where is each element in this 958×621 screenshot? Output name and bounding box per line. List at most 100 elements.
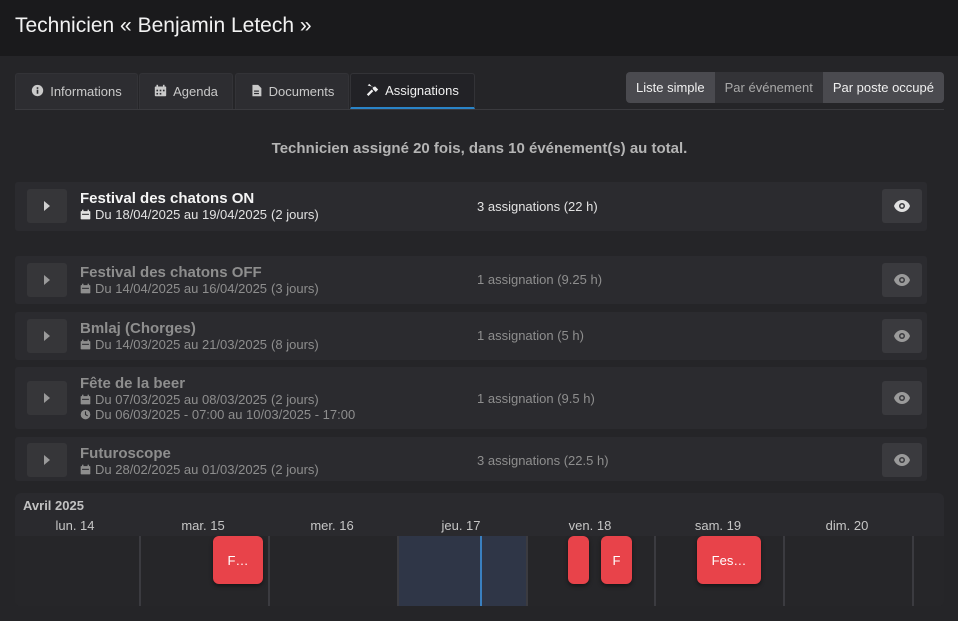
timeline-item[interactable]: F [601,536,632,584]
event-date-range: Du 14/03/2025 au 21/03/2025 [95,337,268,352]
timeline-day-label: ven. 18 [568,518,612,533]
timeline-item[interactable]: Fes… [697,536,761,584]
event-row: Bmlaj (Chorges) Du 14/03/2025 au 21/03/2… [15,312,927,360]
event-dates: Du 07/03/2025 au 08/03/2025 (2 jours) [80,392,319,407]
event-duration: (2 jours) [271,207,319,222]
caret-right-icon [44,331,50,341]
timeline-day-separator [268,536,270,606]
event-date-range: Du 14/04/2025 au 16/04/2025 [95,281,268,296]
view-simple-list-button[interactable]: Liste simple [626,72,715,103]
event-duration: (2 jours) [271,462,319,477]
view-event-button[interactable] [882,319,922,353]
eye-icon [894,454,910,466]
timeline-day-label: jeu. 17 [441,518,481,533]
expand-button[interactable] [27,319,67,353]
view-by-event-button[interactable]: Par événement [714,72,823,103]
clock-icon [80,409,91,420]
view-event-button[interactable] [882,263,922,297]
view-event-button[interactable] [882,381,922,415]
timeline-day-label: mer. 16 [310,518,354,533]
timeline[interactable]: Avril 2025 lun. 14 mar. 15 mer. 16 jeu. … [15,493,944,606]
expand-button[interactable] [27,189,67,223]
eye-icon [894,330,910,342]
tab-documents[interactable]: Documents [235,73,349,109]
page-title: Technicien « Benjamin Letech » [15,14,312,37]
timeline-day-separator [139,536,141,606]
event-row: Futuroscope Du 28/02/2025 au 01/03/2025 … [15,437,927,481]
event-date-range: Du 28/02/2025 au 01/03/2025 [95,462,268,477]
tab-label: Documents [268,84,335,99]
expand-button[interactable] [27,381,67,415]
eye-icon [894,200,910,212]
caret-right-icon [44,201,50,211]
tab-label: Agenda [173,84,218,99]
event-hours: Du 06/03/2025 - 07:00 au 10/03/2025 - 17… [80,407,355,422]
timeline-today-highlight [397,536,526,606]
event-row: Festival des chatons OFF Du 14/04/2025 a… [15,256,927,304]
timeline-day-separator [526,536,528,606]
event-dates: Du 14/04/2025 au 16/04/2025 (3 jours) [80,281,319,296]
calendar-icon [154,84,167,100]
event-title: Festival des chatons OFF [80,264,262,281]
event-title: Futuroscope [80,445,171,462]
event-date-range: Du 07/03/2025 au 08/03/2025 [95,392,268,407]
expand-button[interactable] [27,443,67,477]
event-title: Festival des chatons ON [80,190,255,207]
event-assignment-count: 3 assignations (22.5 h) [477,453,609,468]
eye-icon [894,274,910,286]
event-dates: Du 28/02/2025 au 01/03/2025 (2 jours) [80,462,319,477]
event-assignment-count: 1 assignation (9.5 h) [477,391,595,406]
assignment-summary: Technicien assigné 20 fois, dans 10 évén… [271,140,688,157]
event-duration: (3 jours) [271,281,319,296]
event-assignment-count: 3 assignations (22 h) [477,199,598,214]
timeline-day-separator [397,536,399,606]
timeline-day-label: dim. 20 [825,518,869,533]
timeline-day-label: lun. 14 [55,518,95,533]
tab-agenda[interactable]: Agenda [139,73,233,109]
view-switcher: Liste simple Par événement Par poste occ… [626,72,944,103]
view-by-position-button[interactable]: Par poste occupé [822,72,944,103]
calendar-icon [80,283,91,294]
event-title: Fête de la beer [80,375,186,392]
timeline-day-label: mar. 15 [181,518,225,533]
event-row: Festival des chatons ON Du 18/04/2025 au… [15,182,927,231]
caret-right-icon [44,455,50,465]
event-title: Bmlaj (Chorges) [80,320,196,337]
timeline-item[interactable]: F… [213,536,263,584]
event-hour-range: Du 06/03/2025 - 07:00 au 10/03/2025 - 17… [95,407,356,422]
event-date-range: Du 18/04/2025 au 19/04/2025 [95,207,268,222]
event-row: Fête de la beer Du 07/03/2025 au 08/03/2… [15,367,927,429]
timeline-day-separator [912,536,914,606]
timeline-item[interactable] [568,536,589,584]
event-dates: Du 14/03/2025 au 21/03/2025 (8 jours) [80,337,319,352]
event-dates: Du 18/04/2025 au 19/04/2025 (2 jours) [80,207,319,222]
tab-assignations[interactable]: Assignations [350,73,475,109]
timeline-day-separator [783,536,785,606]
calendar-icon [80,464,91,475]
tab-label: Assignations [385,83,459,98]
timeline-day-label: sam. 19 [694,518,742,533]
tab-informations[interactable]: Informations [15,73,138,109]
eye-icon [894,392,910,404]
tab-bar: Informations Agenda Documents Assignatio… [15,73,944,110]
info-circle-icon [31,84,44,100]
tab-label: Informations [50,84,122,99]
event-assignment-count: 1 assignation (9.25 h) [477,272,603,287]
expand-button[interactable] [27,263,67,297]
caret-right-icon [44,275,50,285]
calendar-icon [80,339,91,350]
tools-icon [366,83,379,99]
timeline-month: Avril 2025 [23,498,84,513]
file-icon [250,84,263,100]
event-assignment-count: 1 assignation (5 h) [477,328,584,343]
calendar-icon [80,394,91,405]
page-header: Technicien « Benjamin Letech » [0,0,958,56]
timeline-now-marker [480,536,482,606]
caret-right-icon [44,393,50,403]
event-duration: (8 jours) [271,337,319,352]
calendar-icon [80,209,91,220]
view-event-button[interactable] [882,189,922,223]
event-duration: (2 jours) [271,392,319,407]
timeline-day-separator [654,536,656,606]
view-event-button[interactable] [882,443,922,477]
